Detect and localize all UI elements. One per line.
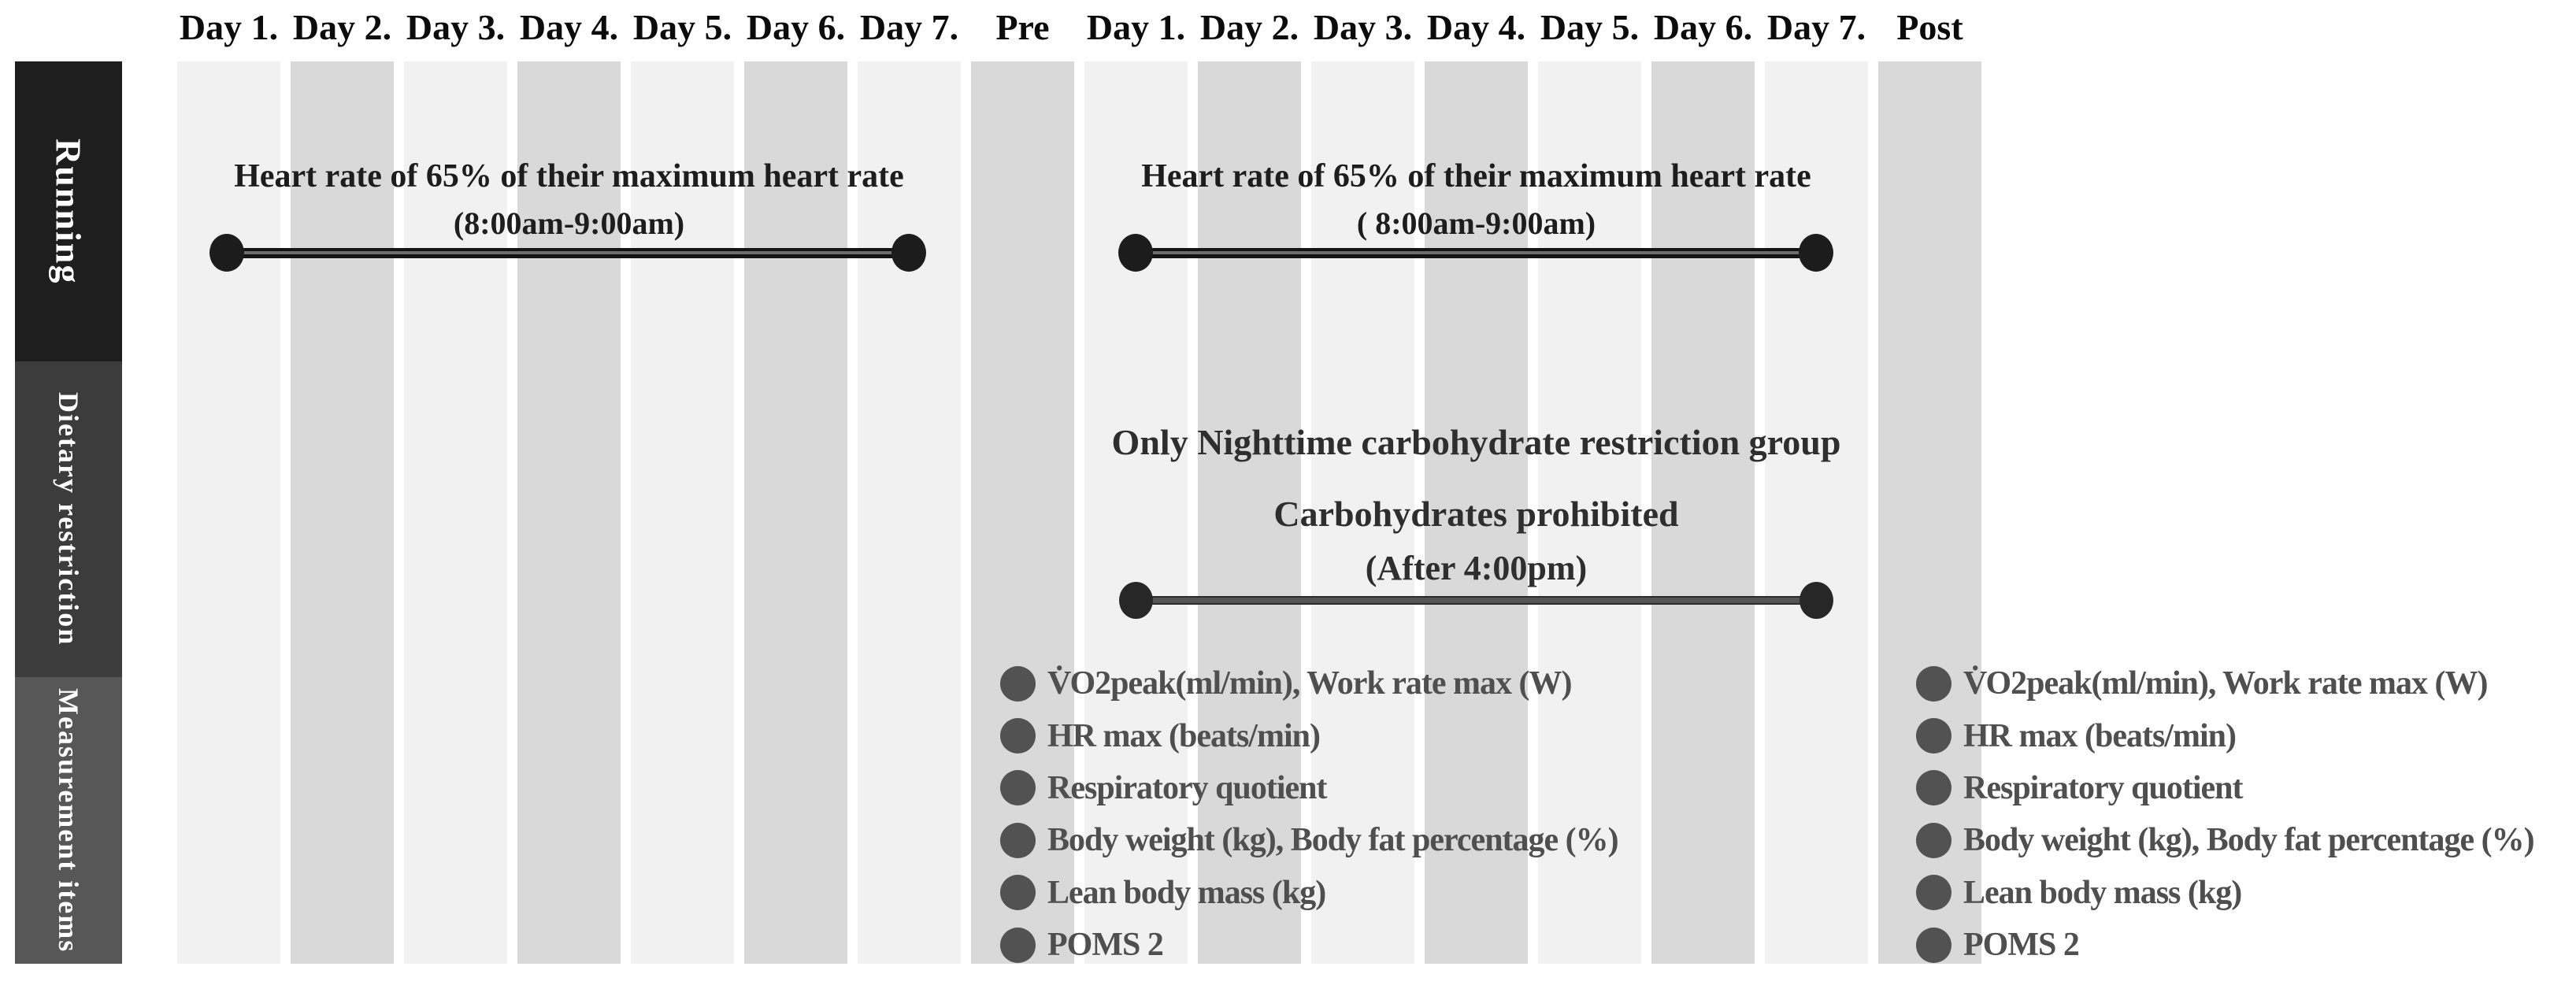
- sidebar-section-measurement-items: Measurement items: [15, 677, 122, 964]
- measurement-item: Respiratory quotient: [1916, 762, 2534, 814]
- day-label: Day 2.: [292, 7, 392, 47]
- day-label: Day 6.: [1653, 7, 1753, 47]
- column-stripe: [404, 61, 507, 964]
- measurement-item-label: V̇O2peak(ml/min), Work rate max (W): [1963, 665, 2488, 702]
- column-stripe: [631, 61, 734, 964]
- sidebar-label-dietary-restriction: Dietary restriction: [53, 392, 84, 646]
- sidebar: Running Dietary restriction Measurement …: [15, 61, 122, 964]
- day-label: Day 6.: [746, 7, 846, 47]
- bullet-icon: [1916, 875, 1951, 911]
- running-week2-end-dot: [1799, 234, 1833, 272]
- column-stripe: [858, 61, 961, 964]
- measurement-item: Lean body mass (kg): [1916, 867, 2534, 919]
- measurement-item: POMS 2: [1000, 919, 1618, 971]
- day-label: Day 4.: [519, 7, 619, 47]
- measurement-item-label: Respiratory quotient: [1047, 769, 1327, 806]
- measurement-item: Body weight (kg), Body fat percentage (%…: [1916, 814, 2535, 866]
- dietary-group-text: Only Nighttime carbohydrate restriction …: [1111, 422, 1841, 462]
- running-week2-title: Heart rate of 65% of their maximum heart…: [1141, 158, 1811, 194]
- measurement-item: HR max (beats/min): [1000, 709, 1618, 761]
- measurement-item: POMS 2: [1916, 919, 2534, 971]
- bullet-icon: [1916, 665, 1951, 702]
- day-label: Day 5.: [1540, 7, 1640, 47]
- sidebar-section-dietary-restriction: Dietary restriction: [15, 361, 122, 677]
- day-label: Pre: [995, 7, 1050, 47]
- running-week2-time: ( 8:00am-9:00am): [1356, 206, 1596, 241]
- dietary-timeline: [1136, 596, 1816, 605]
- day-label: Day 3.: [1313, 7, 1413, 47]
- measurement-list-pre: V̇O2peak(ml/min), Work rate max (W) HR m…: [1000, 657, 1619, 971]
- column-stripe: [291, 61, 394, 964]
- column-stripe: [1651, 61, 1755, 964]
- measurement-item: Respiratory quotient: [1000, 762, 1618, 814]
- measurement-item-label: Body weight (kg), Body fat percentage (%…: [1047, 822, 1619, 859]
- running-week1-title: Heart rate of 65% of their maximum heart…: [234, 158, 904, 194]
- column-stripe: [1538, 61, 1641, 964]
- bullet-icon: [1000, 665, 1036, 702]
- day-label: Day 7.: [859, 7, 959, 47]
- measurement-item: Lean body mass (kg): [1000, 867, 1618, 919]
- bullet-icon: [1916, 822, 1951, 858]
- day-label: Day 1.: [179, 7, 279, 47]
- timeline-column-stripes: [177, 61, 1992, 964]
- bullet-icon: [1916, 770, 1951, 806]
- bullet-icon: [1000, 718, 1036, 754]
- measurement-item: Body weight (kg), Body fat percentage (%…: [1000, 814, 1619, 866]
- column-stripe: [1084, 61, 1188, 964]
- day-label: Day 7.: [1766, 7, 1866, 47]
- measurement-item-label: HR max (beats/min): [1963, 717, 2237, 754]
- bullet-icon: [1916, 927, 1951, 963]
- day-label: Post: [1896, 7, 1963, 47]
- running-week1-end-dot: [891, 234, 926, 272]
- dietary-end-dot: [1799, 582, 1833, 619]
- running-week1-timeline: [227, 248, 909, 258]
- measurement-item-label: Respiratory quotient: [1963, 769, 2243, 806]
- dietary-start-dot: [1119, 582, 1153, 619]
- column-stripe: [517, 61, 621, 964]
- running-week2-timeline: [1136, 248, 1816, 258]
- column-stripe: [1198, 61, 1301, 964]
- measurement-item-label: Body weight (kg), Body fat percentage (%…: [1963, 822, 2535, 859]
- day-label: Day 3.: [406, 7, 506, 47]
- measurement-item-label: HR max (beats/min): [1047, 717, 1321, 754]
- day-label: Day 5.: [632, 7, 732, 47]
- dietary-rule-text: Carbohydrates prohibited: [1273, 494, 1679, 534]
- bullet-icon: [1916, 718, 1951, 754]
- measurement-item-label: Lean body mass (kg): [1047, 874, 1326, 911]
- running-week1-time: (8:00am-9:00am): [453, 206, 685, 241]
- measurement-item: V̇O2peak(ml/min), Work rate max (W): [1000, 657, 1618, 709]
- measurement-item-label: V̇O2peak(ml/min), Work rate max (W): [1047, 665, 1572, 702]
- column-stripe: [177, 61, 280, 964]
- running-week1-start-dot: [209, 234, 244, 272]
- measurement-list-post: V̇O2peak(ml/min), Work rate max (W) HR m…: [1916, 657, 2535, 971]
- column-stripe: [1765, 61, 1868, 964]
- column-stripe: [971, 61, 1074, 964]
- bullet-icon: [1000, 927, 1036, 963]
- running-week2-start-dot: [1118, 234, 1153, 272]
- column-stripe: [1311, 61, 1414, 964]
- sidebar-label-running: Running: [48, 138, 89, 285]
- measurement-item: V̇O2peak(ml/min), Work rate max (W): [1916, 657, 2534, 709]
- measurement-item-label: POMS 2: [1963, 927, 2080, 964]
- day-label: Day 1.: [1086, 7, 1186, 47]
- day-label: Day 4.: [1426, 7, 1526, 47]
- sidebar-section-running: Running: [15, 61, 122, 361]
- day-header-row: Day 1. Day 2. Day 3. Day 4. Day 5. Day 6. Day …: [177, 6, 1992, 49]
- column-stripe: [1425, 61, 1528, 964]
- day-label: Day 2.: [1199, 7, 1299, 47]
- dietary-time-text: (After 4:00pm): [1365, 549, 1588, 587]
- measurement-item: HR max (beats/min): [1916, 709, 2534, 761]
- bullet-icon: [1000, 875, 1036, 911]
- sidebar-label-measurement-items: Measurement items: [53, 687, 84, 954]
- measurement-item-label: Lean body mass (kg): [1963, 874, 2242, 911]
- measurement-item-label: POMS 2: [1047, 927, 1164, 964]
- bullet-icon: [1000, 770, 1036, 806]
- column-stripe: [744, 61, 847, 964]
- bullet-icon: [1000, 822, 1036, 858]
- column-stripe: [1878, 61, 1981, 964]
